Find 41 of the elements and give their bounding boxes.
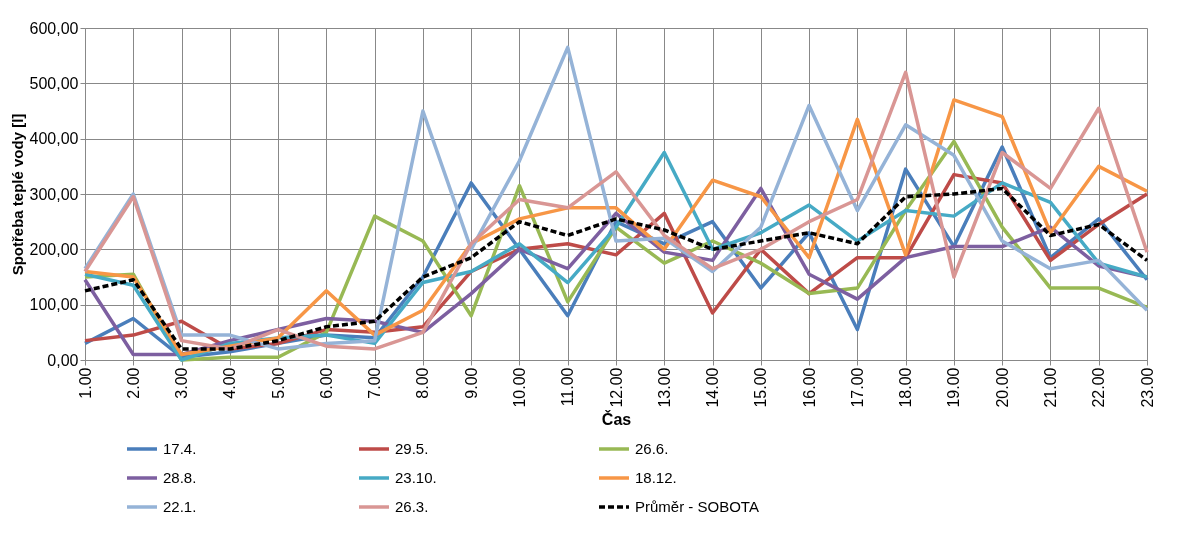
legend-label: 17.4. — [163, 440, 197, 457]
y-tick-label: 300,00 — [29, 185, 79, 203]
legend-label: 26.3. — [395, 498, 429, 515]
x-tick-label: 23.00 — [1138, 367, 1156, 408]
x-tick-label: 18.00 — [897, 367, 915, 408]
x-tick-label: 6.00 — [317, 367, 335, 399]
x-tick-label: 9.00 — [462, 367, 480, 399]
x-tick-label: 7.00 — [366, 367, 384, 399]
legend-label: 23.10. — [395, 469, 437, 486]
x-tick-label: 4.00 — [221, 367, 239, 399]
y-axis-title: Spotřeba teplé vody [l] — [8, 113, 26, 276]
y-tick-label: 600,00 — [29, 19, 79, 37]
x-tick-label: 20.00 — [993, 367, 1011, 408]
x-tick-label: 21.00 — [1041, 367, 1059, 408]
y-tick-label: 100,00 — [29, 296, 79, 314]
legend-label: 18.12. — [635, 469, 677, 486]
x-tick-label: 1.00 — [76, 367, 94, 399]
x-tick-label: 5.00 — [269, 367, 287, 399]
legend-label: Průměr - SOBOTA — [635, 498, 759, 515]
y-tick-label: 500,00 — [29, 74, 79, 92]
x-axis-title: Čas — [601, 409, 632, 428]
legend-label: 26.6. — [635, 440, 669, 457]
x-tick-label: 14.00 — [704, 367, 722, 408]
legend-label: 28.8. — [163, 469, 197, 486]
x-tick-label: 8.00 — [414, 367, 432, 399]
x-tick-label: 3.00 — [173, 367, 191, 399]
x-tick-label: 17.00 — [848, 367, 866, 408]
x-tick-label: 12.00 — [607, 367, 625, 408]
x-tick-label: 13.00 — [655, 367, 673, 408]
x-tick-label: 15.00 — [752, 367, 770, 408]
x-tick-label: 16.00 — [800, 367, 818, 408]
legend-label: 29.5. — [395, 440, 429, 457]
legend-label: 22.1. — [163, 498, 197, 515]
x-tick-label: 19.00 — [945, 367, 963, 408]
y-tick-label: 0,00 — [47, 351, 79, 369]
x-tick-label: 2.00 — [124, 367, 142, 399]
x-tick-label: 10.00 — [510, 367, 528, 408]
y-tick-label: 400,00 — [29, 130, 79, 148]
x-tick-label: 22.00 — [1090, 367, 1108, 408]
x-tick-label: 11.00 — [559, 367, 577, 407]
y-tick-label: 200,00 — [29, 240, 79, 258]
